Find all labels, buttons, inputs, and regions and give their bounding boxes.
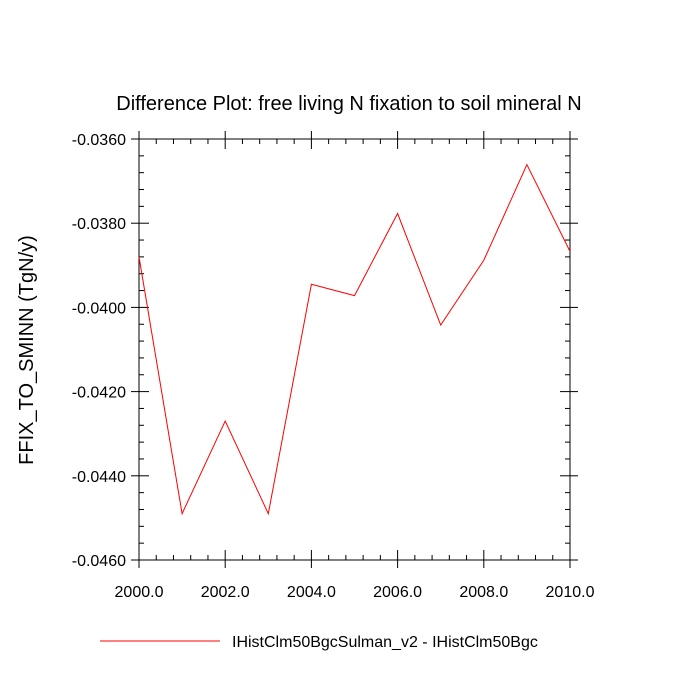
y-tick-labels: -0.0360 -0.0380 -0.0400 -0.0420 -0.0440 -0.04… <box>72 132 126 570</box>
y-tick-label: -0.0400 <box>72 300 126 317</box>
x-tick-label: 2000.0 <box>115 584 164 601</box>
y-tick-label: -0.0440 <box>72 469 126 486</box>
chart-title: Difference Plot: free living N fixation … <box>116 93 581 115</box>
axis-ticks <box>131 131 578 568</box>
x-tick-labels: 2000.0 2002.0 2004.0 2006.0 2008.0 2010.0 <box>115 584 595 601</box>
series-line <box>138 163 571 516</box>
x-tick-label: 2002.0 <box>201 584 250 601</box>
y-axis-label: FFIX_TO_SMINN (TgN/y) <box>16 235 38 465</box>
y-tick-label: -0.0460 <box>72 553 126 570</box>
x-tick-label: 2004.0 <box>287 584 336 601</box>
series-layer <box>138 163 571 516</box>
y-tick-label: -0.0420 <box>72 385 126 402</box>
x-tick-label: 2010.0 <box>546 584 595 601</box>
y-tick-label: -0.0380 <box>72 216 126 233</box>
legend: IHistClm50BgcSulman_v2 - IHistClm50Bgc <box>100 634 538 651</box>
y-tick-label: -0.0360 <box>72 132 126 149</box>
x-tick-label: 2006.0 <box>373 584 422 601</box>
legend-entry: IHistClm50BgcSulman_v2 - IHistClm50Bgc <box>232 634 538 651</box>
plot-frame <box>138 138 571 561</box>
x-tick-label: 2008.0 <box>459 584 508 601</box>
